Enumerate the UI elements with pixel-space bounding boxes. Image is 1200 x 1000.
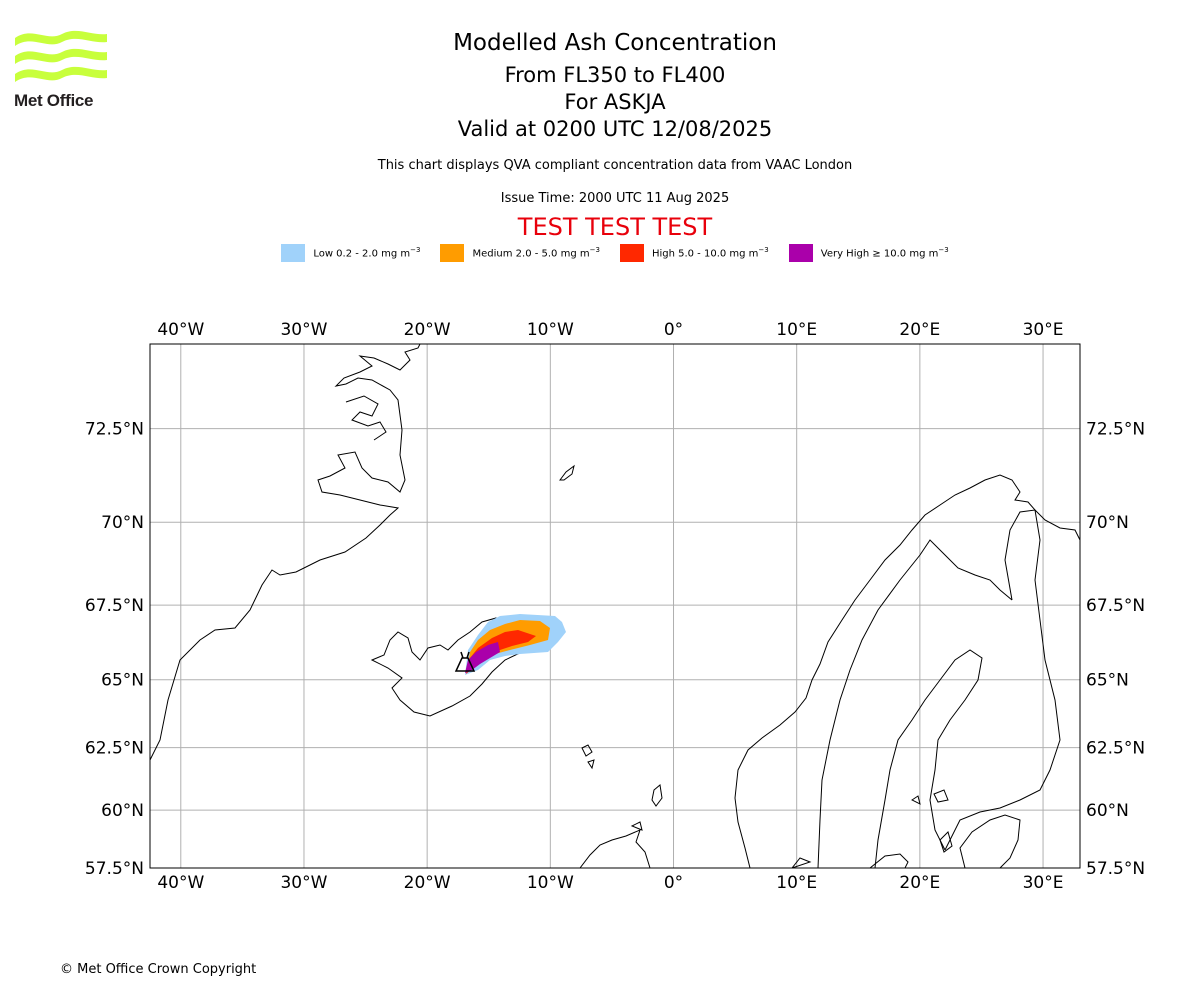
- scotland-coastline: [579, 829, 651, 868]
- legend-item-very-high: Very High ≥ 10.0 mg m−3: [788, 244, 949, 262]
- lon-label-top: 40°W: [157, 320, 204, 340]
- shetland-islands: [651, 784, 663, 807]
- norway-sweden-border: [817, 539, 1013, 868]
- gotland-island: [939, 831, 953, 853]
- orkney-islands: [630, 821, 643, 831]
- volcano-marker-icon: [454, 651, 476, 672]
- met-office-logo-icon: [15, 30, 107, 82]
- map-land: [150, 344, 1080, 868]
- lat-label-left: 57.5°N: [85, 859, 144, 879]
- chart-title: Modelled Ash Concentration: [453, 30, 777, 56]
- flight-level-range: From FL350 to FL400: [504, 63, 726, 87]
- valid-time: Valid at 0200 UTC 12/08/2025: [457, 117, 773, 141]
- legend-label-very-high: Very High ≥ 10.0 mg m−3: [820, 246, 949, 260]
- data-source-note: This chart displays QVA compliant concen…: [377, 158, 853, 173]
- lon-label-bottom: 10°E: [776, 873, 817, 893]
- met-office-logo-text: Met Office: [14, 91, 94, 110]
- ash-zone-high: [466, 630, 536, 674]
- legend-item-high: High 5.0 - 10.0 mg m−3: [619, 244, 769, 262]
- lon-label-top: 30°W: [280, 320, 327, 340]
- lat-label-left: 60°N: [101, 801, 144, 821]
- lat-label-right: 57.5°N: [1086, 859, 1145, 879]
- lat-label-left: 67.5°N: [85, 596, 144, 616]
- legend-label-low: Low 0.2 - 2.0 mg m−3: [313, 246, 421, 260]
- lon-label-top: 20°W: [404, 320, 451, 340]
- lon-label-top: 0°: [664, 320, 683, 340]
- finland-coastline: [944, 509, 1061, 851]
- greenland-coastline: [150, 344, 421, 761]
- norway-coastline: [734, 474, 1080, 868]
- aland-islands: [911, 789, 949, 805]
- lat-label-left: 72.5°N: [85, 420, 144, 440]
- lon-label-top: 10°E: [776, 320, 817, 340]
- legend-swatch-medium: [440, 244, 465, 262]
- lat-label-left: 65°N: [101, 671, 144, 691]
- sweden-bothnia-coast: [874, 649, 983, 868]
- lon-label-bottom: 10°W: [527, 873, 574, 893]
- denmark-coastline: [791, 853, 909, 868]
- estonia-coastline: [959, 814, 1021, 868]
- lat-label-right: 72.5°N: [1086, 420, 1145, 440]
- concentration-legend: Low 0.2 - 2.0 mg m−3 Medium 2.0 - 5.0 mg…: [0, 244, 1200, 262]
- lon-label-bottom: 30°E: [1023, 873, 1064, 893]
- map-tick-labels: 40°W 40°W 30°W 30°W 20°W 20°W 10°W 10°W 0° 0° 10°E…: [85, 320, 1145, 893]
- lat-label-left: 70°N: [101, 513, 144, 533]
- lat-label-right: 60°N: [1086, 801, 1129, 821]
- legend-item-low: Low 0.2 - 2.0 mg m−3: [281, 244, 420, 262]
- lon-label-bottom: 40°W: [157, 873, 204, 893]
- lat-label-left: 62.5°N: [85, 739, 144, 759]
- map-frame: [149, 343, 1081, 869]
- lon-label-top: 20°E: [899, 320, 940, 340]
- test-banner: TEST TEST TEST: [517, 213, 713, 241]
- greenland-fjord: [345, 395, 387, 441]
- lat-label-right: 67.5°N: [1086, 596, 1145, 616]
- jan-mayen-island: [559, 464, 575, 481]
- faroe-islands: [581, 744, 595, 770]
- lon-label-top: 30°E: [1023, 320, 1064, 340]
- legend-swatch-very-high: [788, 244, 813, 262]
- legend-swatch-high: [619, 244, 644, 262]
- lon-label-bottom: 20°W: [404, 873, 451, 893]
- copyright-notice: © Met Office Crown Copyright: [60, 962, 257, 977]
- ash-zone-very-high: [465, 642, 500, 673]
- legend-label-medium: Medium 2.0 - 5.0 mg m−3: [472, 246, 600, 260]
- legend-item-medium: Medium 2.0 - 5.0 mg m−3: [440, 244, 600, 262]
- lon-label-top: 10°W: [527, 320, 574, 340]
- ash-plume: [465, 614, 566, 675]
- lat-label-right: 70°N: [1086, 513, 1129, 533]
- legend-label-high: High 5.0 - 10.0 mg m−3: [651, 246, 769, 260]
- lon-label-bottom: 0°: [664, 873, 683, 893]
- lon-label-bottom: 20°E: [899, 873, 940, 893]
- lon-label-bottom: 30°W: [280, 873, 327, 893]
- legend-swatch-low: [281, 244, 306, 262]
- issue-time: Issue Time: 2000 UTC 11 Aug 2025: [500, 191, 730, 206]
- map-gridlines: [150, 344, 1080, 869]
- lat-label-right: 62.5°N: [1086, 739, 1145, 759]
- lat-label-right: 65°N: [1086, 671, 1129, 691]
- volcano-name: For ASKJA: [564, 90, 666, 114]
